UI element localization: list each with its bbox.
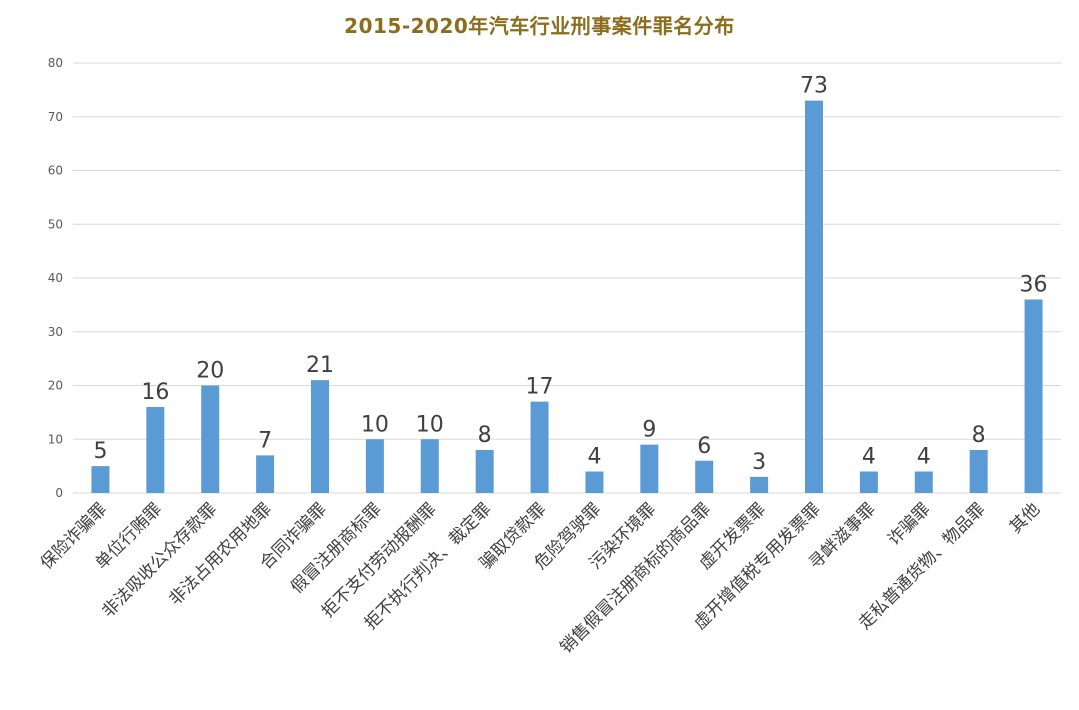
data-label: 10 [361, 412, 389, 437]
data-label: 21 [306, 353, 334, 378]
bar [1024, 299, 1043, 493]
bar [91, 466, 110, 493]
bar [420, 439, 439, 493]
bar [530, 401, 549, 493]
bar [146, 407, 165, 493]
data-label: 5 [93, 439, 107, 464]
x-tick-label: 非法占用农用地罪 [165, 499, 275, 609]
bar [805, 100, 823, 493]
bar [969, 450, 988, 493]
y-tick-label: 80 [48, 56, 63, 70]
y-tick-label: 70 [48, 110, 63, 124]
bar [475, 450, 494, 493]
data-label: 4 [917, 445, 931, 470]
x-axis-ticks: 保险诈骗罪单位行贿罪非法吸收公众存款罪非法占用农用地罪合同诈骗罪假冒注册商标罪拒… [37, 499, 1044, 657]
bar [640, 444, 659, 493]
bar [695, 460, 714, 493]
bar [859, 471, 878, 493]
data-label: 17 [526, 375, 554, 400]
y-tick-label: 40 [48, 271, 63, 285]
grid-layer [73, 62, 1061, 494]
data-label: 20 [196, 359, 224, 384]
data-label: 16 [141, 380, 169, 405]
y-tick-label: 20 [48, 379, 63, 393]
y-tick-label: 60 [48, 164, 63, 178]
data-label: 6 [697, 434, 711, 459]
x-tick-label: 诈骗罪 [884, 499, 934, 549]
bar [201, 385, 220, 493]
x-tick-label: 其他 [1006, 499, 1044, 537]
data-label: 10 [416, 412, 444, 437]
data-label: 36 [1020, 273, 1048, 298]
chart-title: 2015-2020年汽车行业刑事案件罪名分布 [344, 14, 735, 38]
data-label: 4 [862, 445, 876, 470]
data-label: 8 [478, 423, 492, 448]
bars [91, 100, 1043, 493]
data-label: 7 [258, 428, 272, 453]
y-tick-label: 10 [48, 432, 63, 446]
y-tick-label: 0 [55, 486, 63, 500]
bar [914, 471, 933, 493]
data-labels: 5 16 20 7 21 10 10 8 17 4 9 6 3 73 4 4 8 36 [93, 74, 1047, 475]
data-label: 4 [587, 445, 601, 470]
y-tick-label: 30 [48, 325, 63, 339]
y-tick-label: 50 [48, 217, 63, 231]
bar [311, 380, 329, 493]
data-label: 73 [800, 74, 828, 99]
data-label: 9 [642, 418, 656, 443]
y-axis-ticks: 0 10 20 30 40 50 60 70 80 [48, 56, 63, 500]
bar [365, 439, 384, 493]
data-label: 3 [752, 450, 766, 475]
data-label: 8 [972, 423, 986, 448]
bar [585, 471, 604, 493]
bar [256, 455, 275, 493]
bar [750, 476, 769, 493]
